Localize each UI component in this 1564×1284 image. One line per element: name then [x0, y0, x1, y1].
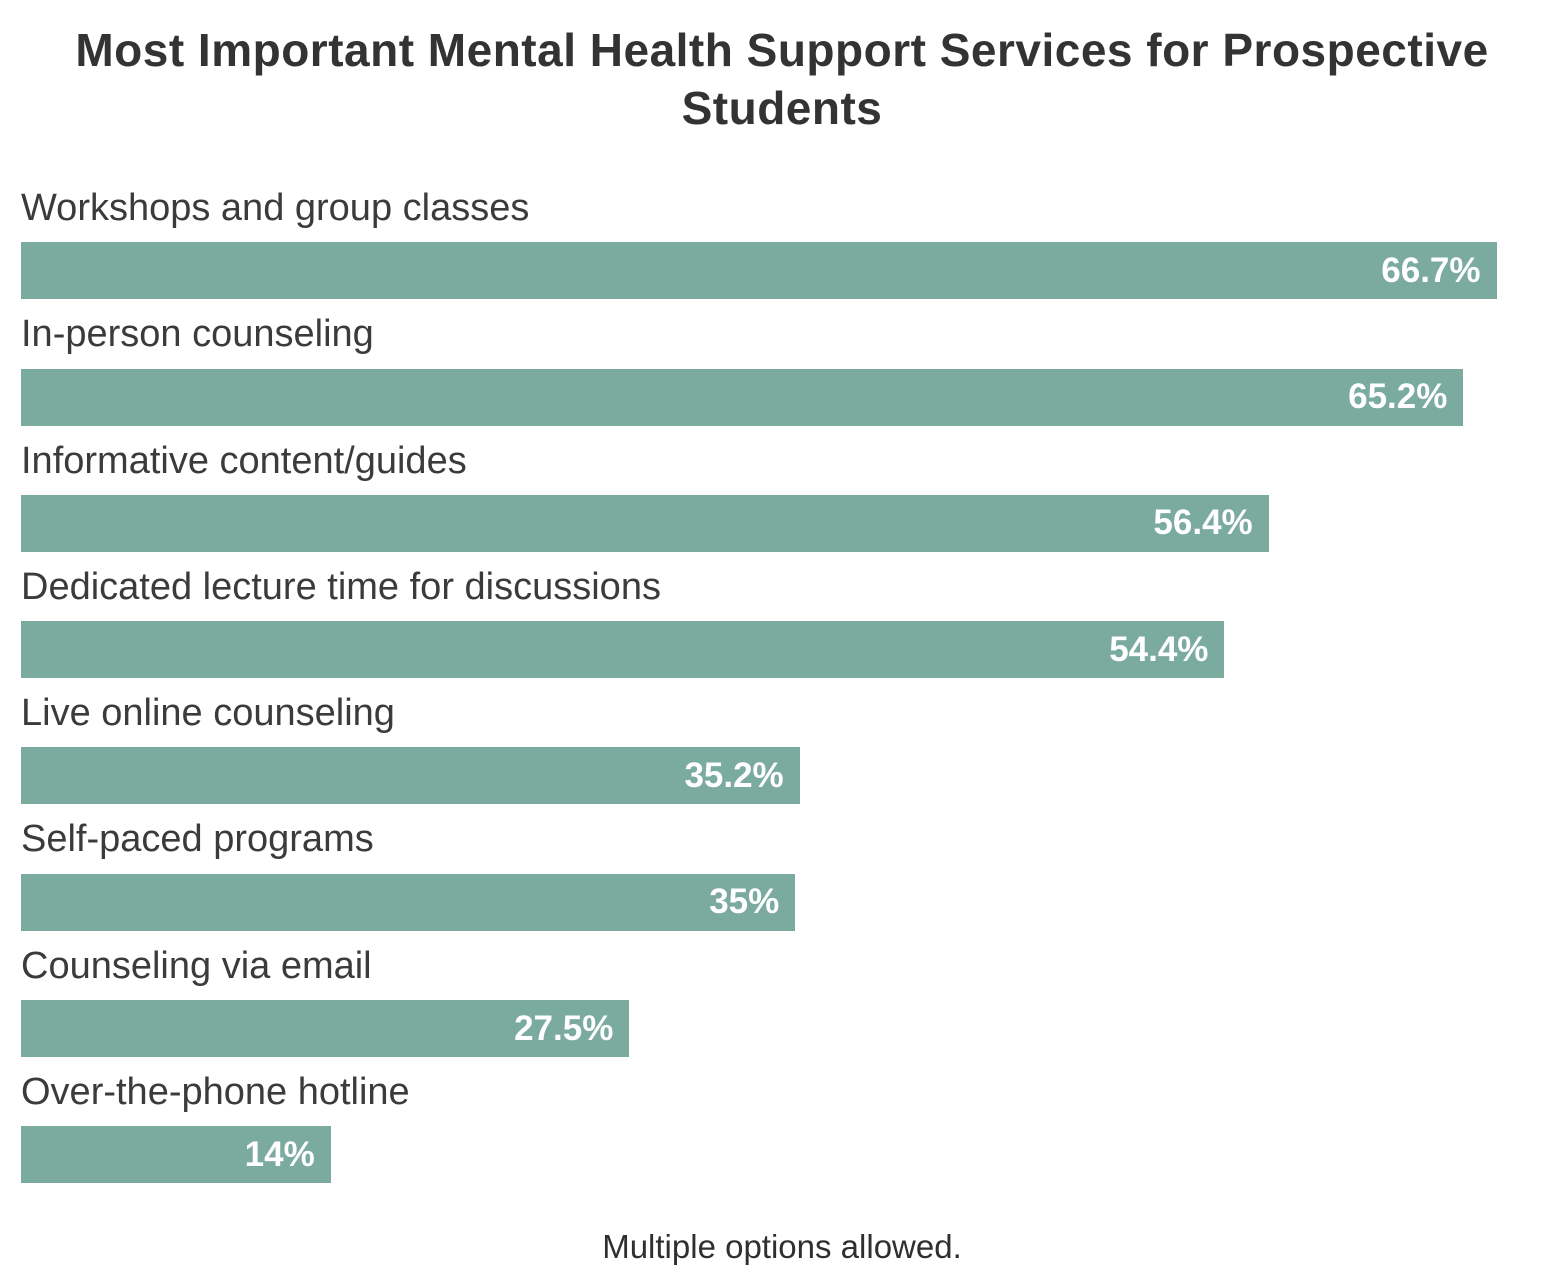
bar: 56.4% — [21, 494, 1269, 552]
bar-row: Counseling via email 27.5% — [21, 941, 1543, 1058]
chart-title: Most Important Mental Health Support Ser… — [75, 24, 1489, 134]
value-label: 27.5% — [514, 1008, 614, 1048]
category-label: Over-the-phone hotline — [21, 1071, 410, 1114]
value-label: 54.4% — [1109, 629, 1209, 669]
bar-row: Over-the-phone hotline 14% — [21, 1067, 1543, 1184]
bar-row: Dedicated lecture time for discussions 54… — [21, 562, 1543, 679]
bar-row: Workshops and group classes 66.7% — [21, 183, 1543, 300]
category-label: Counseling via email — [21, 944, 372, 987]
bar: 65.2% — [21, 368, 1464, 426]
category-label: Dedicated lecture time for discussions — [21, 565, 661, 608]
bar: 35% — [21, 873, 796, 931]
value-label: 56.4% — [1153, 503, 1253, 543]
bar: 66.7% — [21, 242, 1497, 300]
category-label: Informative content/guides — [21, 439, 467, 482]
value-label: 66.7% — [1381, 250, 1481, 290]
value-label: 35% — [709, 882, 780, 922]
category-label: Live online counseling — [21, 692, 395, 735]
value-label: 14% — [244, 1134, 315, 1174]
bar: 35.2% — [21, 747, 800, 805]
category-label: Self-paced programs — [21, 818, 374, 861]
bar-row: Live online counseling 35.2% — [21, 688, 1543, 805]
bar-row: Self-paced programs 35% — [21, 814, 1543, 931]
bar-row: In-person counseling 65.2% — [21, 309, 1543, 426]
bar: 14% — [21, 1126, 331, 1184]
category-label: In-person counseling — [21, 313, 374, 356]
bar-row: Informative content/guides 56.4% — [21, 436, 1543, 552]
category-label: Workshops and group classes — [21, 187, 530, 229]
chart-note: Multiple options allowed. — [602, 1228, 962, 1265]
bar: 27.5% — [21, 1000, 630, 1058]
value-label: 35.2% — [684, 755, 784, 795]
bar: 54.4% — [21, 621, 1225, 679]
value-label: 65.2% — [1348, 377, 1448, 417]
bars-container: Workshops and group classes 66.7% In-perso… — [0, 147, 1564, 1184]
